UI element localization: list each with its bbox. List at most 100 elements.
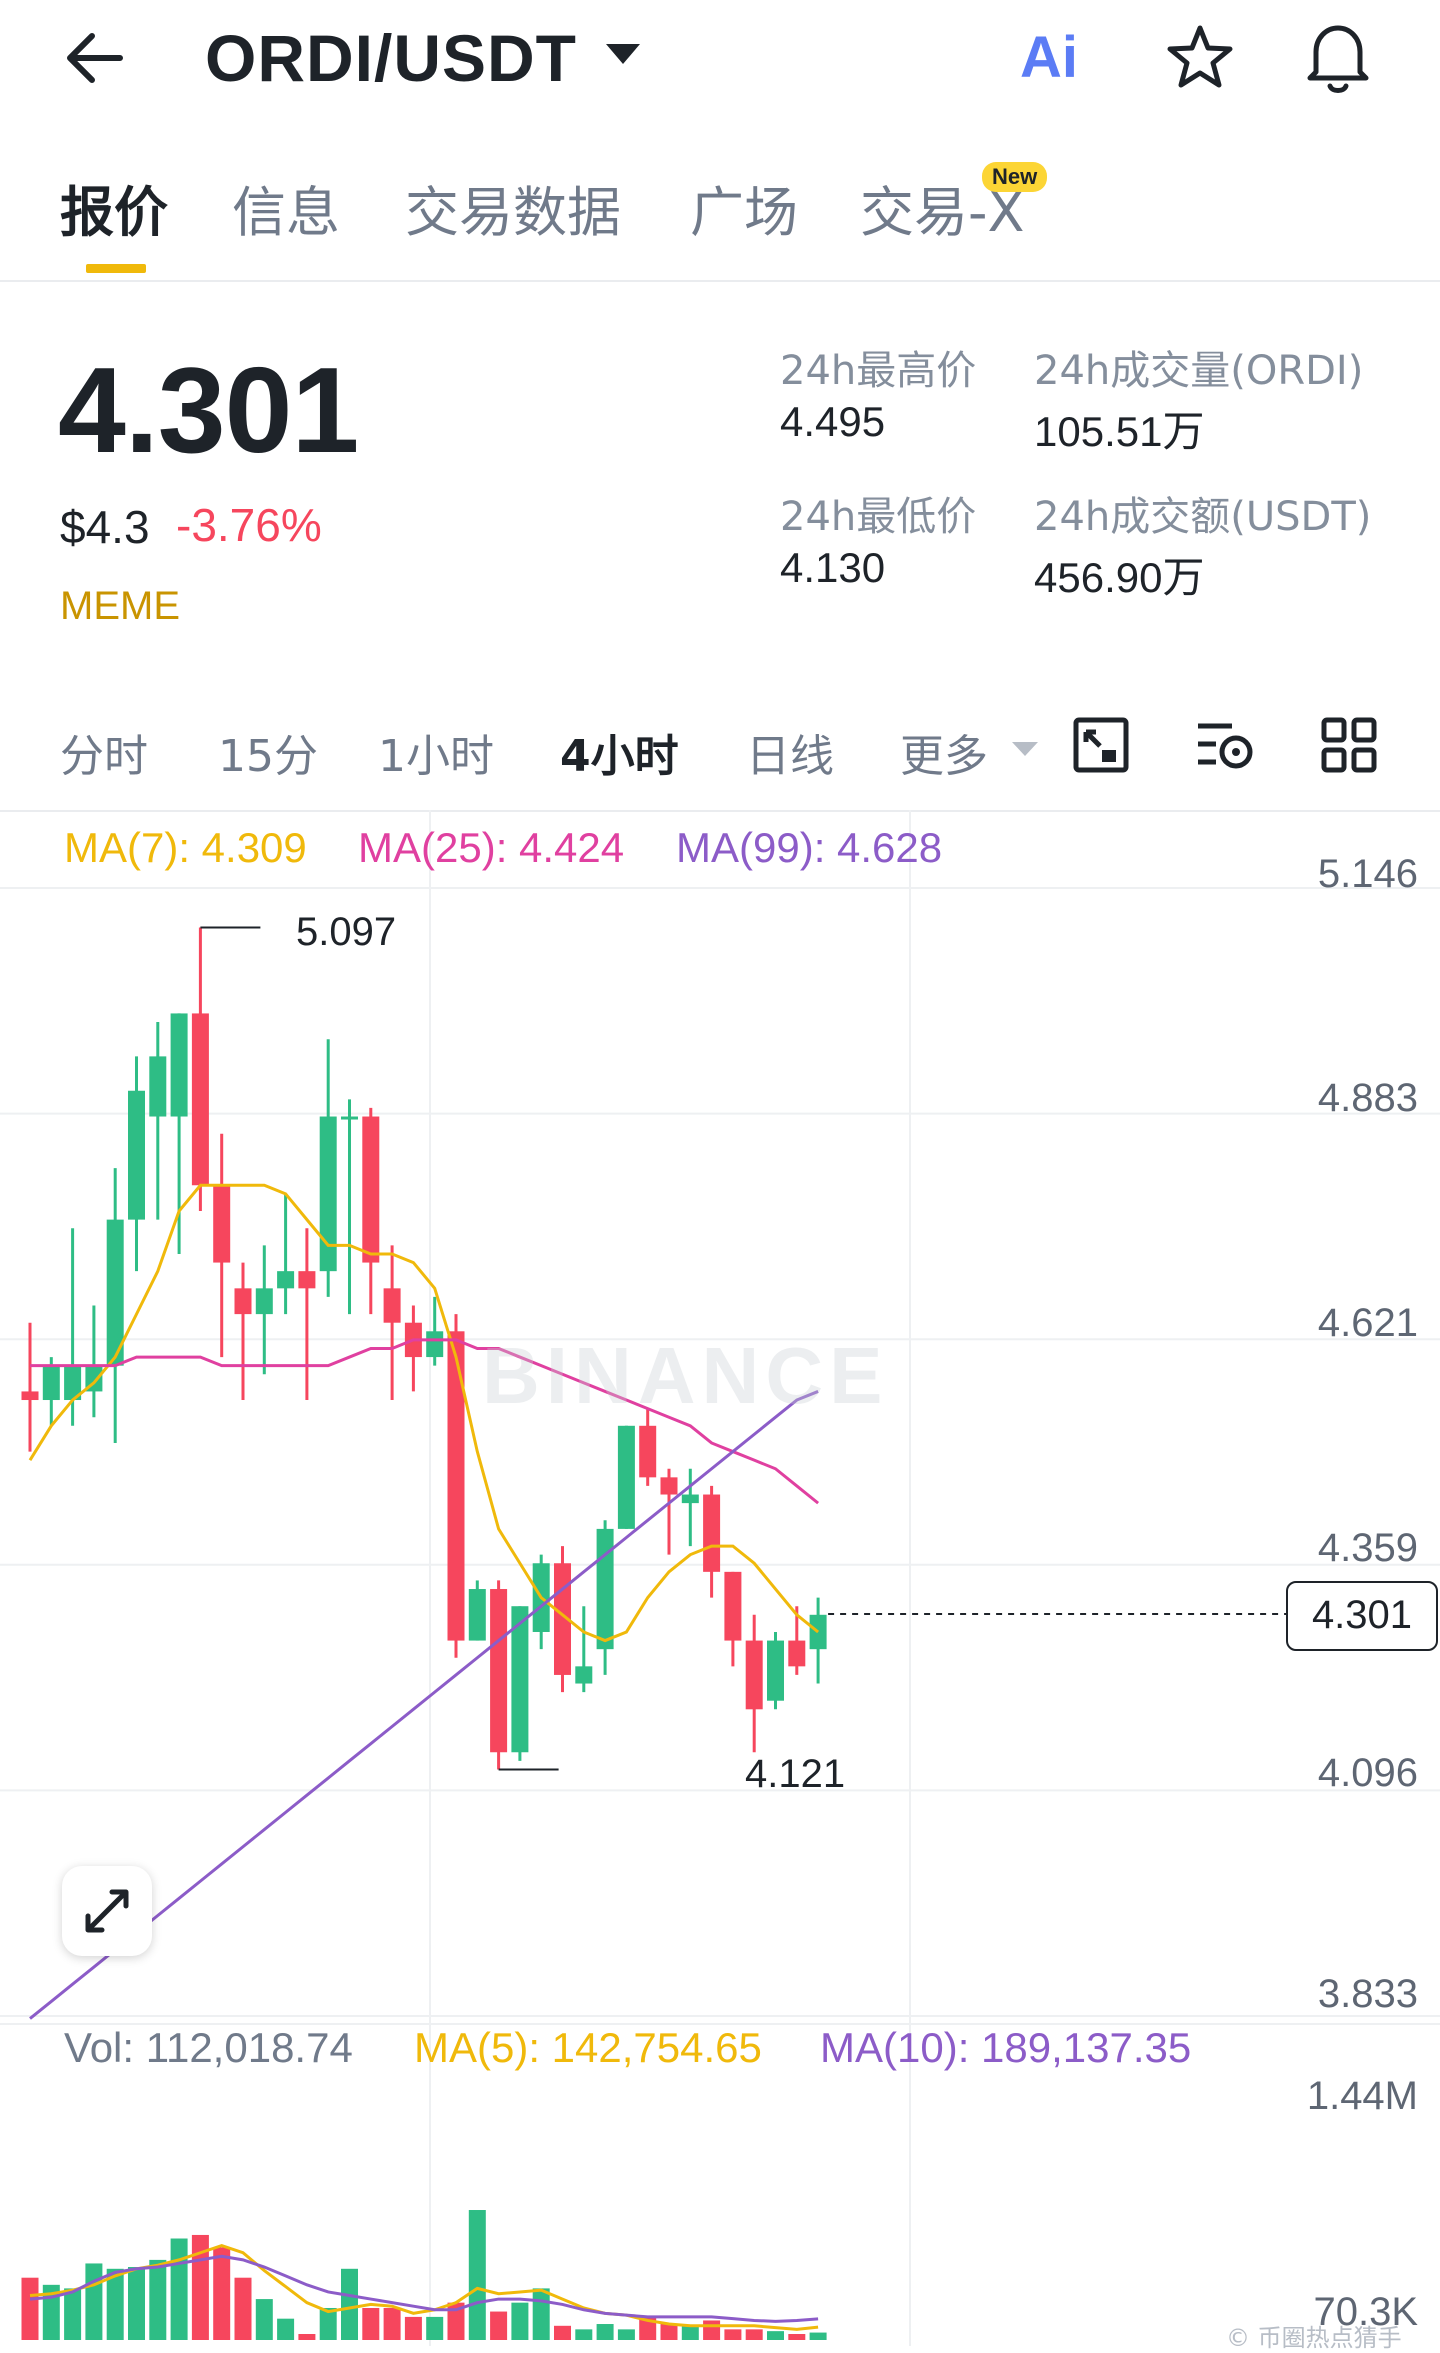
volume-bar-up <box>617 2329 635 2340</box>
stat-low-label: 24h最低价 <box>780 494 977 540</box>
volume-bar-up <box>681 2325 699 2340</box>
tab-quote[interactable]: 报价 <box>60 181 168 244</box>
grid-layout-icon[interactable] <box>1316 712 1382 778</box>
kline-chart[interactable]: BINANCE MA(7): 4.309 MA(25): 4.424 MA(99… <box>0 810 1440 2352</box>
volume-axis-tick: 70.3K <box>1313 2290 1418 2334</box>
candle-down <box>383 1288 401 1323</box>
volume-bar-down <box>21 2277 39 2340</box>
y-axis-tick: 4.621 <box>1317 1301 1418 1345</box>
volume-ma10-label: MA(10): 189,137.35 <box>820 2024 1192 2071</box>
volume-bar-up <box>106 2268 124 2340</box>
stat-volume-value: 105.51万 <box>1034 408 1205 455</box>
y-axis-tick: 4.096 <box>1317 1751 1418 1795</box>
volume-bar-up <box>149 2259 167 2340</box>
volume-bar-up <box>64 2288 82 2340</box>
star-icon[interactable] <box>1160 18 1240 98</box>
stat-high-value: 4.495 <box>780 398 886 445</box>
category-tag[interactable]: MEME <box>60 584 180 628</box>
candle-up <box>575 1666 593 1684</box>
candle-up <box>255 1288 273 1315</box>
candle-up <box>767 1640 784 1701</box>
candle-down <box>191 1013 209 1186</box>
volume-bar-down <box>234 2277 252 2340</box>
candle-up <box>617 1425 635 1529</box>
chart-image-icon[interactable] <box>1068 712 1134 778</box>
pair-title[interactable]: ORDI/USDT <box>205 21 577 95</box>
volume-bar-up <box>532 2288 550 2340</box>
new-badge: New <box>982 162 1048 192</box>
volume-axis-tick: 1.44M <box>1306 2074 1418 2118</box>
candle-up <box>319 1116 337 1272</box>
ma99-line <box>29 1390 819 2020</box>
volume-bar-down <box>788 2334 806 2340</box>
interval-15m[interactable]: 15分 <box>218 731 318 782</box>
bell-icon[interactable] <box>1298 14 1378 98</box>
stat-amount-value: 456.90万 <box>1034 554 1205 601</box>
candle-down <box>490 1589 508 1753</box>
volume-bar-up <box>468 2210 486 2340</box>
interval-4h[interactable]: 4小时 <box>560 731 679 782</box>
tab-trading-data[interactable]: 交易数据 <box>405 181 621 244</box>
y-axis-tick: 4.883 <box>1317 1076 1418 1120</box>
candle-up <box>149 1056 167 1117</box>
ma7-line <box>28 1183 820 1643</box>
candle-down <box>745 1640 763 1710</box>
volume-ma10-line <box>29 2254 819 2323</box>
main-tabs: 报价 信息 交易数据 广场 交易-X New <box>0 150 1440 282</box>
volume-bar-down <box>724 2329 742 2340</box>
volume-bar-down <box>745 2329 763 2340</box>
candle-up <box>681 1494 699 1504</box>
volume-bar-up <box>85 2263 103 2340</box>
ai-icon[interactable]: Ai <box>1020 25 1078 90</box>
back-arrow-icon[interactable] <box>62 22 142 92</box>
more-caret-icon[interactable] <box>1012 742 1038 756</box>
volume-bar-down <box>703 2320 721 2340</box>
indicator-settings-icon[interactable] <box>1192 712 1258 778</box>
candle-up <box>511 1606 529 1753</box>
dropdown-caret-icon[interactable] <box>606 44 640 64</box>
active-tab-indicator <box>86 264 146 273</box>
volume-bar-down <box>213 2247 231 2340</box>
low-marker-label: 4.121 <box>745 1752 846 1796</box>
tab-info[interactable]: 信息 <box>232 181 340 244</box>
candle-up <box>426 1331 444 1358</box>
candle-down <box>213 1185 231 1263</box>
volume-bar-up <box>596 2324 614 2340</box>
ma7-label: MA(7): 4.309 <box>64 824 307 871</box>
candle-up <box>596 1528 614 1650</box>
stat-high-label: 24h最高价 <box>780 348 977 394</box>
candle-up <box>468 1589 486 1641</box>
ma25-label: MA(25): 4.424 <box>358 824 625 871</box>
candle-up <box>341 1116 358 1120</box>
stat-volume-label: 24h成交量(ORDI) <box>1034 348 1364 394</box>
binance-watermark: BINANCE <box>482 1331 889 1420</box>
chart-canvas[interactable] <box>0 810 1440 2346</box>
candle-up <box>106 1219 124 1366</box>
stat-low-value: 4.130 <box>780 544 886 591</box>
candle-up <box>128 1090 145 1220</box>
candle-down <box>660 1477 678 1495</box>
expand-chart-icon[interactable] <box>62 1866 152 1956</box>
stat-amount-label: 24h成交额(USDT) <box>1034 494 1372 540</box>
candle-up <box>170 1013 188 1117</box>
y-axis-tick: 4.359 <box>1317 1526 1418 1570</box>
source-watermark: © 币圈热点猜手 <box>1226 2324 1402 2352</box>
interval-more[interactable]: 更多 <box>900 731 988 782</box>
interval-1h[interactable]: 1小时 <box>378 731 494 782</box>
volume-bar-down <box>490 2311 508 2340</box>
volume-bar-down <box>362 2307 380 2340</box>
volume-label: Vol: 112,018.74 <box>64 2024 353 2071</box>
candle-down <box>362 1116 380 1263</box>
change-percent: -3.76% <box>176 499 322 551</box>
candle-down <box>639 1425 657 1478</box>
tab-square[interactable]: 广场 <box>690 181 798 244</box>
volume-bar-down <box>447 2302 465 2340</box>
volume-bar-up <box>277 2318 295 2340</box>
candle-down <box>447 1331 465 1641</box>
candle-down <box>703 1494 721 1572</box>
interval-1d[interactable]: 日线 <box>746 731 834 782</box>
volume-bar-up <box>426 2316 444 2340</box>
volume-bar-up <box>170 2238 188 2340</box>
interval-time[interactable]: 分时 <box>60 731 148 782</box>
candle-down <box>234 1288 252 1315</box>
